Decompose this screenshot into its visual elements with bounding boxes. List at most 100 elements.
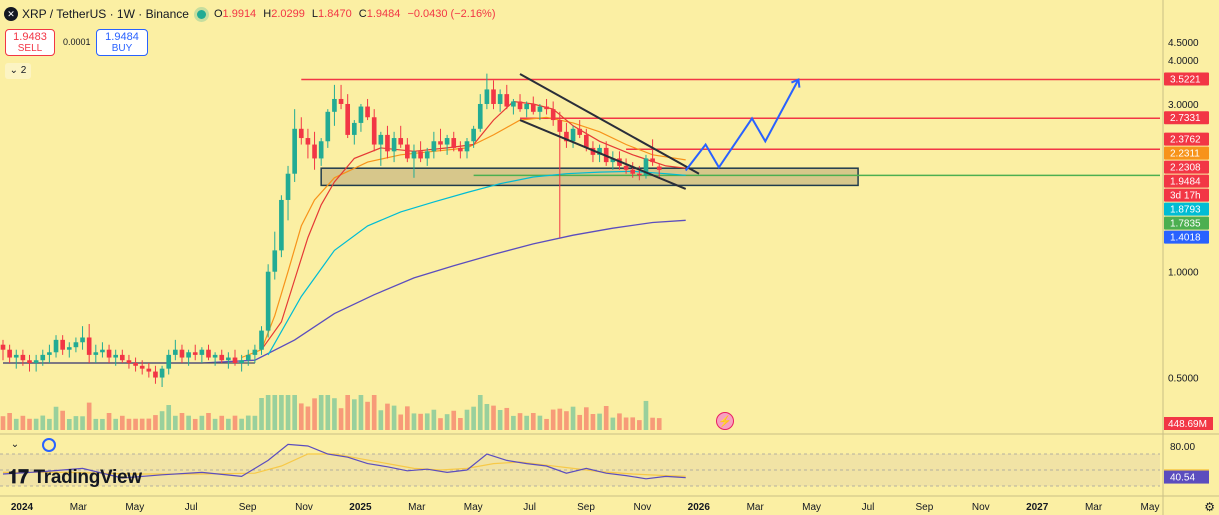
volume-bar <box>650 417 655 430</box>
symbol-header: ✕ XRP / TetherUS · 1W · Binance O1.9914 … <box>4 4 496 24</box>
candle <box>93 352 99 355</box>
time-tick-label: 2026 <box>688 502 711 513</box>
volume-bar <box>464 409 470 430</box>
price-label: 3d 17h <box>1170 191 1201 202</box>
volume-bar <box>73 416 79 430</box>
candle <box>159 368 165 378</box>
candle <box>292 128 297 174</box>
volume-bar <box>583 407 589 430</box>
volume-bar <box>66 419 72 430</box>
candle <box>491 89 496 104</box>
price-label-box <box>1164 230 1209 244</box>
price-label: 3.5221 <box>1170 74 1201 85</box>
volume-bar <box>524 415 529 430</box>
tradingview-logo: 𝟏𝟕 TradingView <box>8 467 142 488</box>
candle <box>650 158 655 163</box>
price-label: 2.7331 <box>1170 113 1201 124</box>
symbol-title[interactable]: XRP / TetherUS · 1W · Binance <box>22 7 189 21</box>
volume-bar <box>285 395 291 430</box>
volume-bar <box>438 418 443 430</box>
candle <box>0 344 6 350</box>
candle <box>285 173 291 200</box>
price-tick-label: 4.5000 <box>1168 38 1199 49</box>
volume-bar <box>484 404 490 430</box>
volume-bar <box>345 395 351 430</box>
volume-bar <box>610 417 616 430</box>
volume-bar <box>119 415 125 430</box>
price-label-box <box>1164 146 1209 160</box>
time-tick-label: Mar <box>70 502 88 513</box>
volume-bar <box>365 401 370 430</box>
ema-teal-line <box>267 170 686 356</box>
volume-bar <box>411 413 417 430</box>
candle <box>371 117 377 145</box>
price-label: 2.2311 <box>1170 149 1200 160</box>
candle <box>338 98 344 104</box>
volume-bar <box>504 407 510 430</box>
tv-mark-icon: 𝟏𝟕 <box>8 467 34 488</box>
candle <box>40 354 46 361</box>
volume-bar <box>398 414 404 430</box>
pane-toggle-chevron-icon[interactable]: ⌄ <box>10 439 20 450</box>
volume-bar <box>305 406 311 430</box>
price-label-box <box>1164 132 1209 146</box>
rsi-tick-label: 80.00 <box>1170 442 1195 453</box>
candle <box>113 354 119 358</box>
candle <box>146 368 152 372</box>
volume-bar <box>139 418 145 430</box>
volume-bar <box>570 406 576 430</box>
rsi-refresh-icon[interactable] <box>42 438 56 452</box>
candle <box>53 339 59 353</box>
volume-bar <box>637 420 642 430</box>
price-label-box <box>1164 174 1209 188</box>
price-label-box <box>1164 188 1209 202</box>
settings-gear-icon[interactable]: ⚙ <box>1204 500 1215 514</box>
volume-bar <box>199 415 205 430</box>
candle <box>332 98 337 112</box>
rsi-label: 40.54 <box>1170 473 1195 484</box>
candle <box>597 147 602 155</box>
candle <box>66 347 72 350</box>
candle <box>411 151 417 159</box>
candle <box>60 339 65 350</box>
price-tick-label: 4.0000 <box>1168 56 1199 67</box>
price-label: 2.3762 <box>1170 135 1201 146</box>
candle <box>358 106 364 123</box>
candle <box>623 165 629 170</box>
volume-bar <box>93 418 99 430</box>
volume-bar <box>444 414 450 430</box>
candle <box>577 128 583 135</box>
volume-bar <box>557 408 563 430</box>
sell-button[interactable]: 1.9483 SELL <box>5 29 55 56</box>
time-tick-label: Mar <box>747 502 765 513</box>
indicators-collapse-button[interactable]: ⌄ 2 <box>5 63 31 79</box>
volume-bar <box>603 406 609 430</box>
candle <box>557 120 563 132</box>
volume-bar <box>418 413 423 430</box>
volume-bar <box>33 418 39 430</box>
candle <box>199 349 205 355</box>
candle <box>186 352 191 358</box>
volume-bar <box>550 409 556 430</box>
candle <box>458 147 463 152</box>
price-tick-label: 3.0000 <box>1168 100 1199 111</box>
candle <box>530 103 536 112</box>
volume-bar <box>27 418 32 430</box>
price-label: 1.4018 <box>1170 233 1201 244</box>
lightning-icon[interactable]: ⚡ <box>716 412 734 430</box>
volume-bar <box>491 405 496 430</box>
volume-bar <box>537 415 543 430</box>
buy-button[interactable]: 1.9484 BUY <box>96 29 148 56</box>
volume-bar <box>219 415 225 430</box>
time-tick-label: Sep <box>239 502 257 513</box>
volume-bar <box>86 402 92 430</box>
candle <box>517 101 523 110</box>
candle <box>7 349 12 358</box>
candle <box>20 354 26 361</box>
candle <box>583 134 589 148</box>
candle <box>73 342 79 348</box>
candle <box>279 199 284 251</box>
volume-bar <box>153 415 158 430</box>
candle <box>431 141 437 152</box>
